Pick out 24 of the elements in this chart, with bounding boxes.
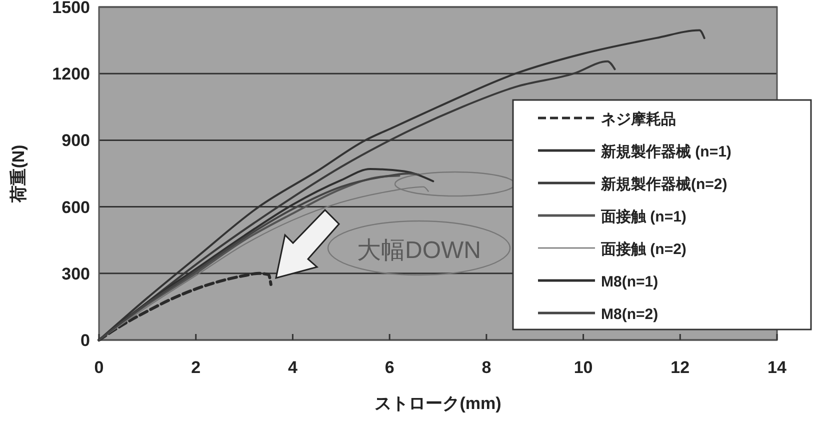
x-tick-label: 4 [288, 358, 298, 377]
x-tick-label: 12 [670, 358, 690, 377]
y-tick-label: 1500 [52, 0, 90, 17]
x-tick-label: 8 [482, 358, 492, 377]
x-tick-label: 0 [94, 358, 104, 377]
annotation: 大幅DOWN [357, 237, 481, 264]
legend-label: M8(n=1) [601, 274, 658, 290]
x-tick-label: 6 [384, 358, 394, 377]
x-tick-label: 10 [574, 358, 593, 377]
legend-label: ネジ摩耗品 [601, 110, 676, 128]
legend-label: M8(n=2) [601, 306, 658, 323]
legend-label: 新規製作器械(n=2) [600, 175, 728, 193]
y-tick-label: 600 [62, 198, 90, 217]
y-tick-label: 900 [62, 131, 90, 150]
y-axis-title: 荷重(N) [9, 144, 28, 204]
x-axis-title: ストローク(mm) [374, 394, 502, 413]
x-tick-label: 14 [768, 358, 787, 377]
legend-label: 新規製作器械 (n=1) [600, 142, 732, 160]
y-tick-label: 1200 [52, 64, 90, 84]
legend-label: 面接触 (n=2) [600, 241, 686, 258]
x-tick-label: 2 [191, 358, 201, 377]
y-tick-label: 0 [80, 331, 90, 350]
y-tick-label: 300 [62, 264, 90, 284]
legend-label: 面接触 (n=1) [600, 208, 686, 226]
